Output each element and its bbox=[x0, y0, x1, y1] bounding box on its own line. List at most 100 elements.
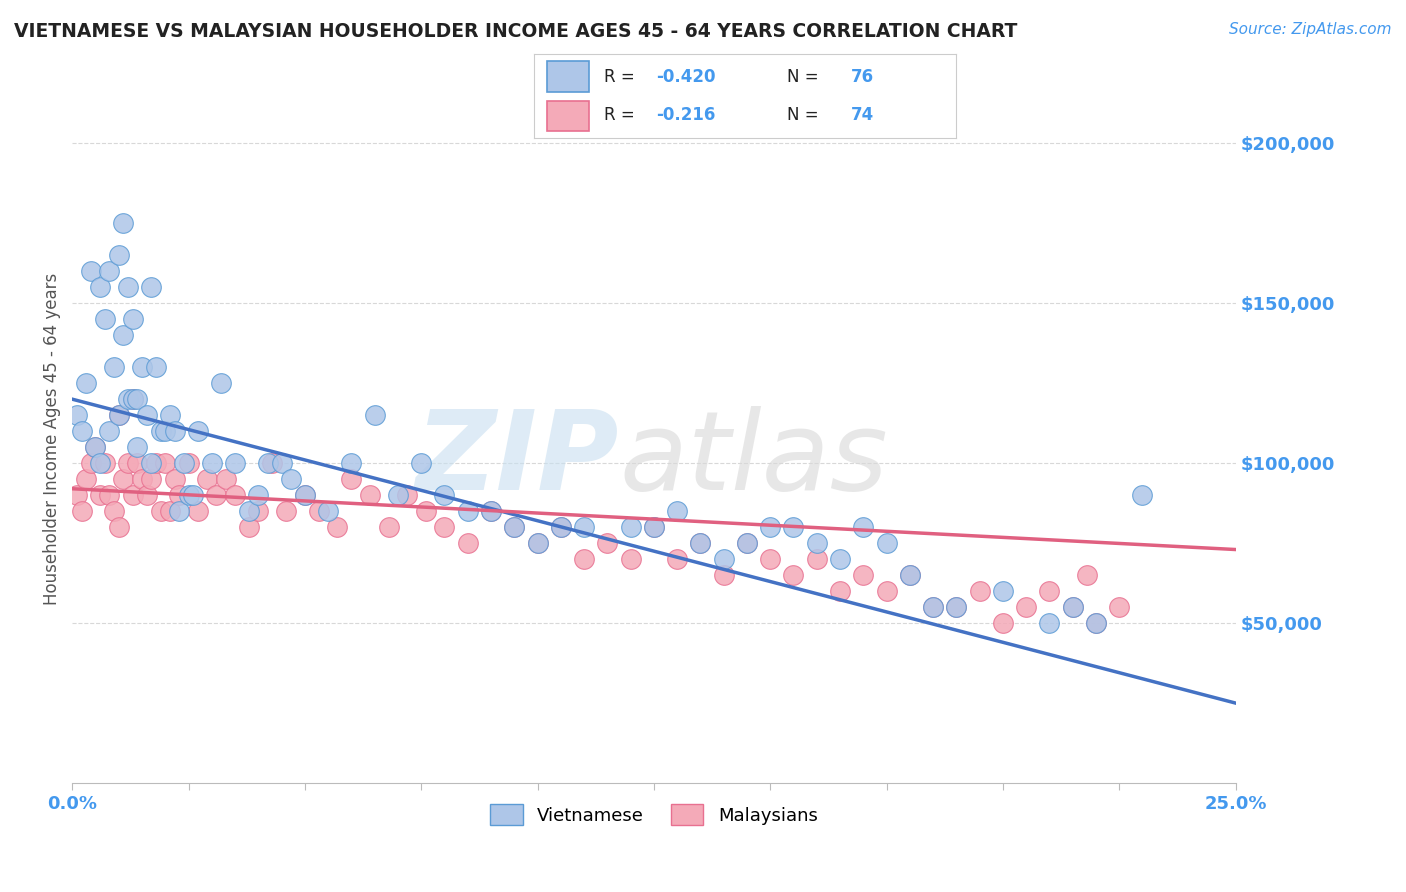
Point bbox=[280, 472, 302, 486]
Point bbox=[187, 504, 209, 518]
Text: VIETNAMESE VS MALAYSIAN HOUSEHOLDER INCOME AGES 45 - 64 YEARS CORRELATION CHART: VIETNAMESE VS MALAYSIAN HOUSEHOLDER INCO… bbox=[14, 22, 1018, 41]
Point bbox=[326, 520, 349, 534]
Point bbox=[415, 504, 437, 518]
Point bbox=[396, 488, 419, 502]
Point bbox=[177, 456, 200, 470]
Point bbox=[141, 280, 163, 294]
Point bbox=[163, 424, 186, 438]
FancyBboxPatch shape bbox=[547, 62, 589, 92]
Text: Source: ZipAtlas.com: Source: ZipAtlas.com bbox=[1229, 22, 1392, 37]
Point bbox=[828, 584, 851, 599]
Point bbox=[103, 504, 125, 518]
Point bbox=[666, 504, 689, 518]
Point bbox=[898, 568, 921, 582]
Point bbox=[735, 536, 758, 550]
Point bbox=[94, 312, 117, 326]
Point bbox=[270, 456, 292, 470]
Point bbox=[876, 584, 898, 599]
FancyBboxPatch shape bbox=[547, 101, 589, 131]
Point bbox=[759, 520, 782, 534]
Point bbox=[643, 520, 665, 534]
Point bbox=[1108, 600, 1130, 615]
Point bbox=[526, 536, 548, 550]
Point bbox=[117, 392, 139, 407]
Point bbox=[247, 504, 270, 518]
Point bbox=[550, 520, 572, 534]
Point bbox=[107, 520, 129, 534]
Point bbox=[117, 280, 139, 294]
Point bbox=[1084, 616, 1107, 631]
Point bbox=[181, 488, 204, 502]
Point bbox=[969, 584, 991, 599]
Point bbox=[806, 536, 828, 550]
Point bbox=[121, 392, 143, 407]
Point bbox=[276, 504, 298, 518]
Point bbox=[75, 472, 97, 486]
Point bbox=[103, 360, 125, 375]
Point bbox=[852, 568, 875, 582]
Text: 74: 74 bbox=[851, 106, 875, 124]
Point bbox=[457, 504, 479, 518]
Point bbox=[205, 488, 228, 502]
Point bbox=[256, 456, 278, 470]
Point bbox=[107, 408, 129, 422]
Point bbox=[876, 536, 898, 550]
Point bbox=[922, 600, 945, 615]
Point bbox=[66, 408, 89, 422]
Point bbox=[759, 552, 782, 566]
Point bbox=[828, 552, 851, 566]
Point bbox=[155, 424, 177, 438]
Point bbox=[159, 408, 181, 422]
Point bbox=[127, 440, 149, 454]
Point bbox=[1038, 616, 1060, 631]
Point bbox=[177, 488, 200, 502]
Point bbox=[117, 456, 139, 470]
Point bbox=[479, 504, 502, 518]
Point bbox=[238, 504, 260, 518]
Legend: Vietnamese, Malaysians: Vietnamese, Malaysians bbox=[482, 797, 825, 832]
Text: -0.216: -0.216 bbox=[657, 106, 716, 124]
Point bbox=[945, 600, 967, 615]
Point bbox=[782, 568, 804, 582]
Point bbox=[135, 488, 157, 502]
Point bbox=[70, 424, 93, 438]
Point bbox=[479, 504, 502, 518]
Point bbox=[167, 488, 190, 502]
Point bbox=[107, 248, 129, 262]
Point bbox=[149, 504, 172, 518]
Point bbox=[308, 504, 330, 518]
Point bbox=[666, 552, 689, 566]
Point bbox=[262, 456, 284, 470]
Point bbox=[359, 488, 381, 502]
Point bbox=[991, 616, 1014, 631]
Point bbox=[735, 536, 758, 550]
Point bbox=[991, 584, 1014, 599]
Point bbox=[141, 456, 163, 470]
Text: N =: N = bbox=[787, 106, 824, 124]
Point bbox=[187, 424, 209, 438]
Point bbox=[713, 568, 735, 582]
Point bbox=[163, 472, 186, 486]
Point bbox=[145, 360, 167, 375]
Point bbox=[620, 552, 643, 566]
Text: ZIP: ZIP bbox=[416, 406, 619, 513]
Point bbox=[411, 456, 433, 470]
Point bbox=[550, 520, 572, 534]
Point bbox=[922, 600, 945, 615]
Point bbox=[1084, 616, 1107, 631]
Point bbox=[84, 440, 107, 454]
Point bbox=[80, 456, 103, 470]
Point bbox=[294, 488, 316, 502]
Point bbox=[689, 536, 711, 550]
Point bbox=[98, 424, 121, 438]
Point bbox=[112, 216, 135, 230]
Point bbox=[127, 392, 149, 407]
Point bbox=[159, 504, 181, 518]
Point bbox=[66, 488, 89, 502]
Point bbox=[572, 520, 595, 534]
Point bbox=[852, 520, 875, 534]
Point bbox=[195, 472, 218, 486]
Point bbox=[457, 536, 479, 550]
Y-axis label: Householder Income Ages 45 - 64 years: Householder Income Ages 45 - 64 years bbox=[44, 273, 60, 606]
Point bbox=[1015, 600, 1038, 615]
